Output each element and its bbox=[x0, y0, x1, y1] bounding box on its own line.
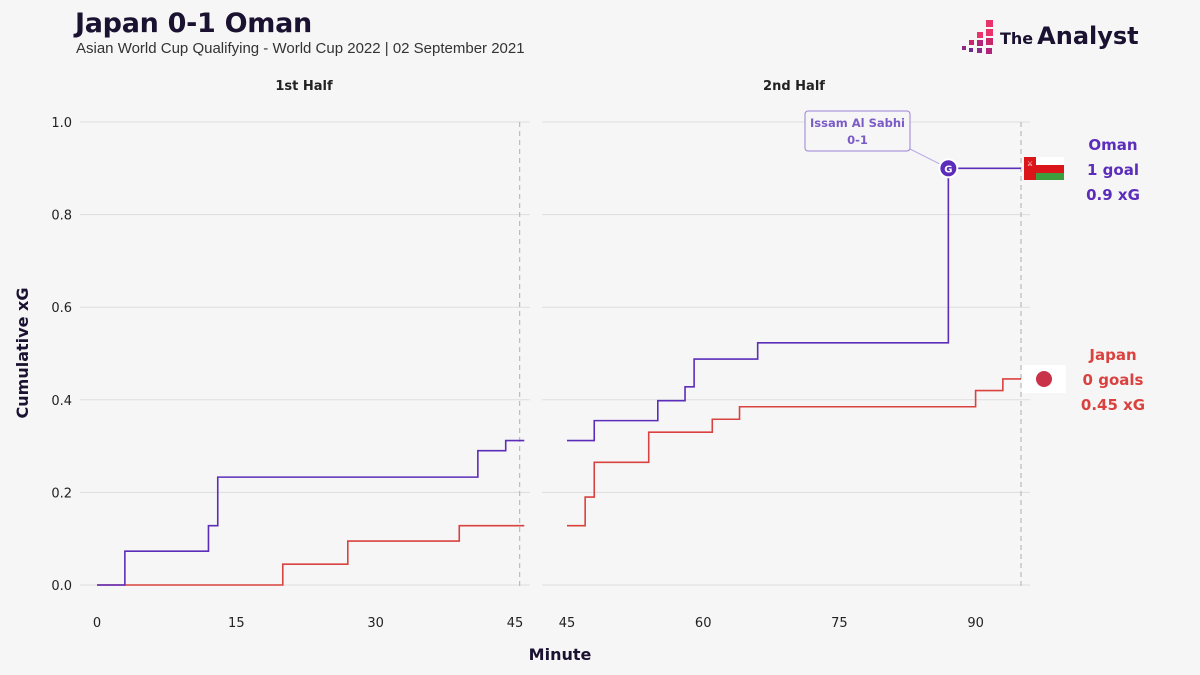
panel-title: 2nd Half bbox=[763, 79, 825, 94]
y-axis-label: Cumulative xG bbox=[13, 288, 32, 419]
x-tick-label: 15 bbox=[228, 616, 245, 631]
series-line-oman bbox=[97, 439, 525, 586]
x-tick-label: 45 bbox=[507, 616, 524, 631]
panel-title: 1st Half bbox=[275, 79, 333, 94]
y-tick-label: 0.2 bbox=[51, 486, 72, 501]
x-tick-label: 75 bbox=[831, 616, 848, 631]
y-tick-label: 0.0 bbox=[51, 579, 72, 594]
y-tick-label: 0.4 bbox=[51, 394, 72, 409]
team-name-japan: Japan bbox=[1088, 346, 1136, 364]
series-line-japan bbox=[567, 378, 1021, 527]
team-xg-japan: 0.45 xG bbox=[1081, 396, 1145, 414]
x-tick-label: 60 bbox=[695, 616, 712, 631]
analyst-logo-text: The Analyst bbox=[1000, 22, 1139, 50]
goal-annotation-box bbox=[804, 110, 911, 152]
y-tick-label: 0.8 bbox=[51, 209, 72, 224]
oman-flag-green-band bbox=[1024, 173, 1064, 180]
y-tick-label: 1.0 bbox=[51, 116, 72, 131]
the-analyst-logo: The Analyst bbox=[958, 18, 1148, 58]
oman-emblem-icon: ⚔ bbox=[1027, 160, 1033, 168]
series-line-japan bbox=[97, 524, 525, 586]
x-tick-label: 45 bbox=[559, 616, 576, 631]
team-name-oman: Oman bbox=[1088, 136, 1137, 154]
team-goals-japan: 0 goals bbox=[1083, 371, 1144, 389]
x-tick-label: 0 bbox=[93, 616, 101, 631]
x-tick-label: 90 bbox=[967, 616, 984, 631]
y-tick-label: 0.6 bbox=[51, 301, 72, 316]
japan-flag-disc bbox=[1036, 371, 1052, 387]
team-xg-oman: 0.9 xG bbox=[1086, 186, 1140, 204]
goal-score-label: 0-1 bbox=[847, 133, 868, 147]
team-goals-oman: 1 goal bbox=[1087, 161, 1139, 179]
goal-marker-label: G bbox=[944, 164, 952, 175]
oman-flag-red-band bbox=[1024, 165, 1064, 173]
analyst-logo-mark-icon bbox=[962, 20, 993, 54]
series-line-oman bbox=[567, 167, 1021, 442]
x-tick-label: 30 bbox=[367, 616, 384, 631]
x-axis-label: Minute bbox=[529, 645, 592, 664]
goal-marker bbox=[938, 158, 959, 179]
oman-flag-hoist bbox=[1024, 157, 1036, 180]
chart-subtitle: Asian World Cup Qualifying - World Cup 2… bbox=[76, 40, 525, 57]
goal-scorer-label: Issam Al Sabhi bbox=[810, 116, 905, 130]
chart-title: Japan 0-1 Oman bbox=[75, 8, 312, 39]
